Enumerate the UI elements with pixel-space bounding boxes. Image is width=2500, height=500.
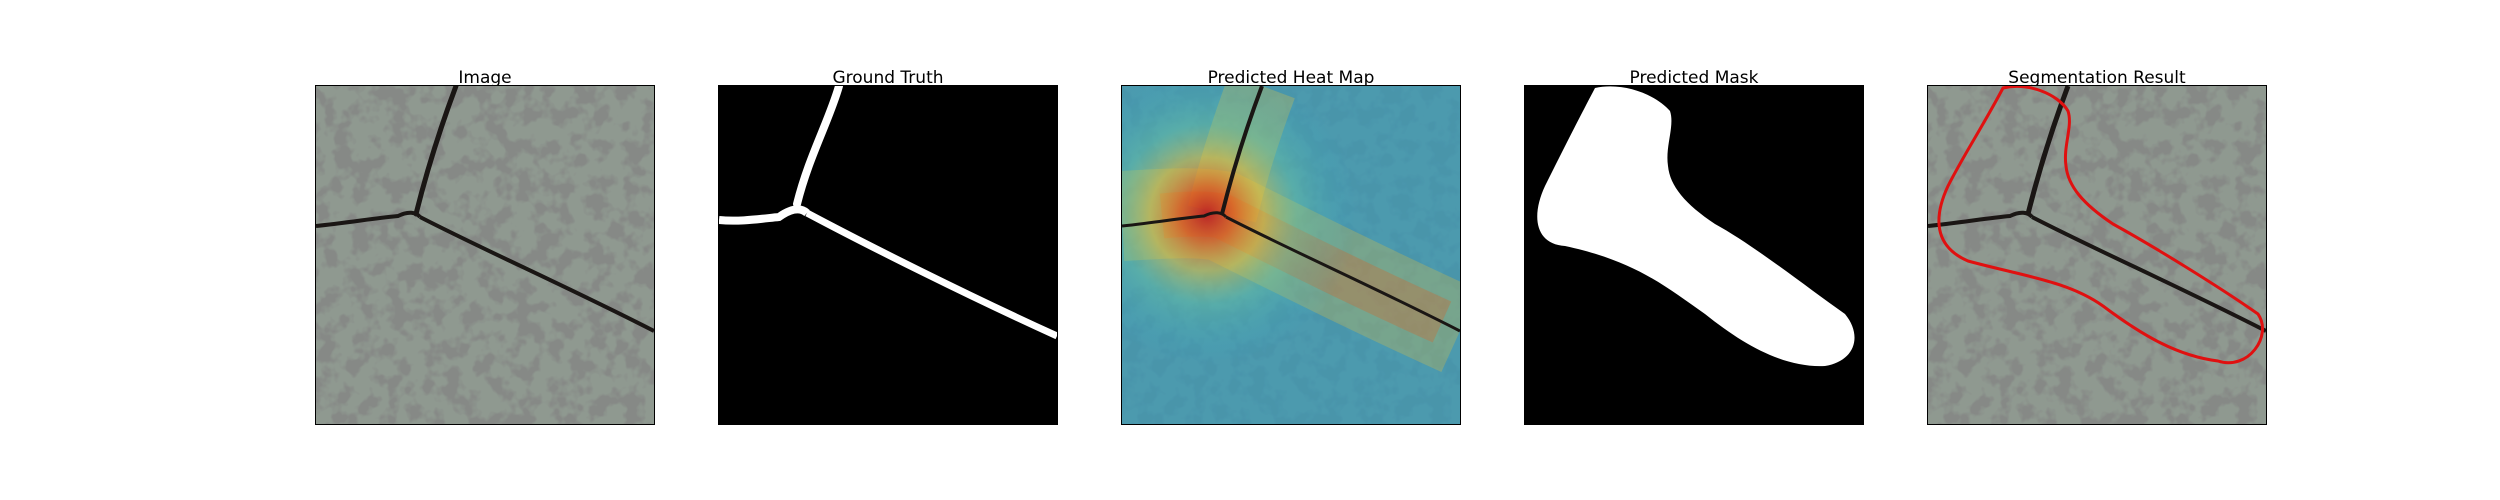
ground-truth-mask	[719, 86, 1057, 424]
predicted-mask	[1525, 86, 1863, 424]
panel-title-mask: Predicted Mask	[1629, 68, 1759, 88]
panel-ground-truth: Ground Truth	[718, 70, 1058, 425]
segmentation-overlay	[1928, 86, 2266, 424]
segmentation-contour	[1937, 86, 2264, 365]
heatmap-overlay	[1122, 86, 1460, 424]
panel-title-segmentation: Segmentation Result	[2008, 68, 2186, 88]
panel-mask: Predicted Mask	[1524, 70, 1864, 425]
panel-title-ground-truth: Ground Truth	[832, 68, 944, 88]
heatmap-frame	[1121, 85, 1461, 425]
mask-frame	[1524, 85, 1864, 425]
image-frame	[315, 85, 655, 425]
panel-title-image: Image	[458, 68, 512, 88]
segmentation-frame	[1927, 85, 2267, 425]
stone-photo	[316, 86, 654, 424]
panel-segmentation: Segmentation Result	[1927, 70, 2267, 425]
panel-heatmap: Predicted Heat Map	[1121, 70, 1461, 425]
panel-image: Image	[315, 70, 655, 425]
ground-truth-frame	[718, 85, 1058, 425]
panel-title-heatmap: Predicted Heat Map	[1207, 68, 1375, 88]
